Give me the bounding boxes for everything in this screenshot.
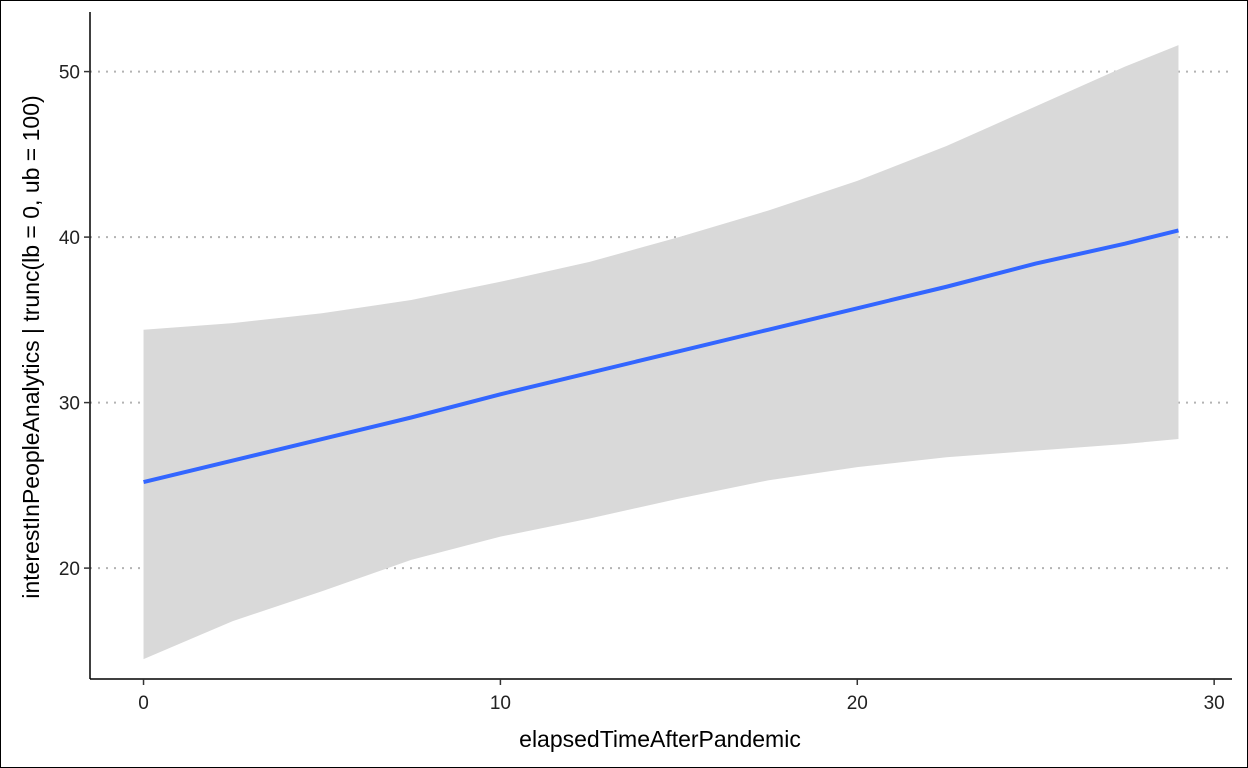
x-tick-label-10: 10 [490, 693, 511, 714]
y-tick-label-20: 20 [59, 559, 80, 580]
x-tick-label-20: 20 [847, 693, 868, 714]
trend-line-layer [143, 228, 1179, 484]
trend-line [143, 228, 1179, 484]
confidence-band-layer [143, 45, 1179, 660]
y-axis-title: interestInPeopleAnalytics | trunc(lb = 0… [18, 95, 44, 598]
y-tick-label-40: 40 [59, 228, 80, 249]
confidence-band [143, 45, 1179, 660]
x-axis-title: elapsedTimeAfterPandemic [519, 726, 801, 752]
y-tick-label-30: 30 [59, 394, 80, 415]
y-tick-label-50: 50 [59, 63, 80, 84]
x-tick-label-0: 0 [138, 693, 149, 714]
x-tick-label-30: 30 [1204, 693, 1225, 714]
tick-layer: 20 30 40 50 0 10 20 30 [59, 63, 1225, 714]
